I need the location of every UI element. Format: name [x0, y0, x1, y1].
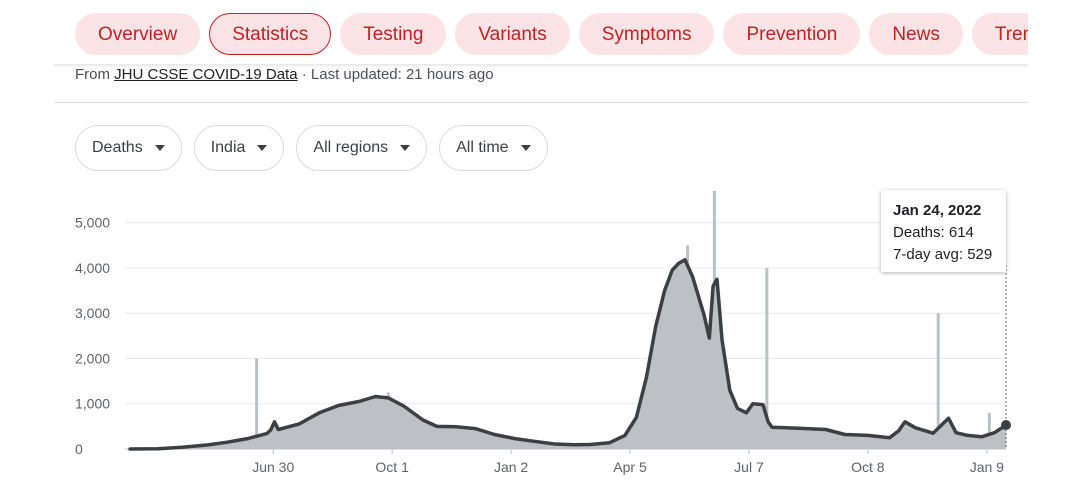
y-tick-label: 0	[75, 441, 83, 457]
x-tick-label: Apr 5	[613, 459, 647, 475]
divider	[54, 102, 1028, 103]
region-dropdown[interactable]: All regions	[296, 125, 428, 171]
tab-prevention[interactable]: Prevention	[723, 13, 861, 55]
tooltip-avg: 7-day avg: 529	[893, 246, 993, 263]
chart-tooltip: Jan 24, 2022 Deaths: 614 7-day avg: 529	[881, 190, 1006, 272]
y-tick-label: 5,000	[75, 215, 110, 231]
tab-variants[interactable]: Variants	[455, 13, 570, 55]
daily-deaths-bar	[255, 358, 259, 449]
seven-day-avg-line	[128, 258, 1008, 451]
x-tick-label: Jun 30	[252, 459, 294, 475]
tab-bar-shadow	[54, 64, 1028, 68]
x-tick-label: Jan 9	[970, 459, 1004, 475]
last-updated: · Last updated: 21 hours ago	[297, 66, 494, 83]
tab-trends[interactable]: Trends	[971, 13, 1028, 55]
country-dropdown-label: India	[210, 139, 246, 156]
period-dropdown[interactable]: All time	[439, 125, 548, 171]
tab-statistics[interactable]: Statistics	[209, 13, 332, 55]
y-axis: 0 1,000 2,000 3,000 4,000 5,000	[75, 215, 110, 457]
x-tick-label: Jul 7	[734, 459, 764, 475]
period-dropdown-label: All time	[456, 139, 509, 156]
daily-deaths-bar	[712, 191, 716, 449]
chart-line-layer	[128, 258, 1008, 451]
chart-area-layer	[130, 259, 1006, 449]
daily-deaths-bar	[987, 412, 991, 449]
metric-dropdown[interactable]: Deaths	[75, 125, 182, 171]
caret-down-icon	[257, 145, 268, 151]
data-source: From JHU CSSE COVID-19 Data · Last updat…	[75, 66, 494, 84]
filter-bar: Deaths India All regions All time	[75, 125, 548, 171]
region-dropdown-label: All regions	[313, 139, 389, 156]
y-tick-label: 1,000	[75, 396, 110, 412]
y-tick-label: 3,000	[75, 305, 110, 321]
tab-overview[interactable]: Overview	[75, 13, 201, 55]
y-tick-label: 2,000	[75, 350, 110, 366]
chart-spike-layer	[255, 191, 991, 449]
x-tick-label: Oct 8	[851, 459, 885, 475]
source-link[interactable]: JHU CSSE COVID-19 Data	[114, 66, 298, 83]
tab-testing[interactable]: Testing	[340, 13, 447, 55]
caret-down-icon	[154, 145, 165, 151]
daily-deaths-bar	[765, 267, 769, 449]
tab-bar: Overview Statistics Testing Variants Sym…	[54, 0, 1028, 64]
caret-down-icon	[520, 145, 531, 151]
x-tick-label: Oct 1	[375, 459, 409, 475]
source-prefix: From	[75, 66, 115, 83]
tab-symptoms[interactable]: Symptoms	[578, 13, 715, 55]
daily-deaths-area	[130, 259, 1006, 449]
metric-dropdown-label: Deaths	[92, 139, 143, 156]
daily-deaths-bar	[936, 313, 940, 449]
chart-marker-layer	[1001, 265, 1011, 449]
tooltip-date: Jan 24, 2022	[893, 202, 982, 219]
y-tick-label: 4,000	[75, 260, 110, 276]
tooltip-deaths: Deaths: 614	[893, 224, 974, 241]
country-dropdown[interactable]: India	[193, 125, 285, 171]
caret-down-icon	[400, 145, 411, 151]
tab-news[interactable]: News	[869, 13, 963, 55]
deaths-chart[interactable]: 0 1,000 2,000 3,000 4,000 5,000 Jun 30 Oct 1 Ja…	[0, 185, 1080, 499]
hover-point[interactable]	[1001, 420, 1011, 431]
tab-strip: Overview Statistics Testing Variants Sym…	[75, 13, 1028, 55]
x-axis: Jun 30 Oct 1 Jan 2 Apr 5 Jul 7 Oct 8 Jan 9	[252, 449, 1004, 475]
daily-deaths-bar	[386, 392, 390, 449]
x-tick-label: Jan 2	[494, 459, 528, 475]
daily-deaths-bar	[686, 245, 690, 449]
